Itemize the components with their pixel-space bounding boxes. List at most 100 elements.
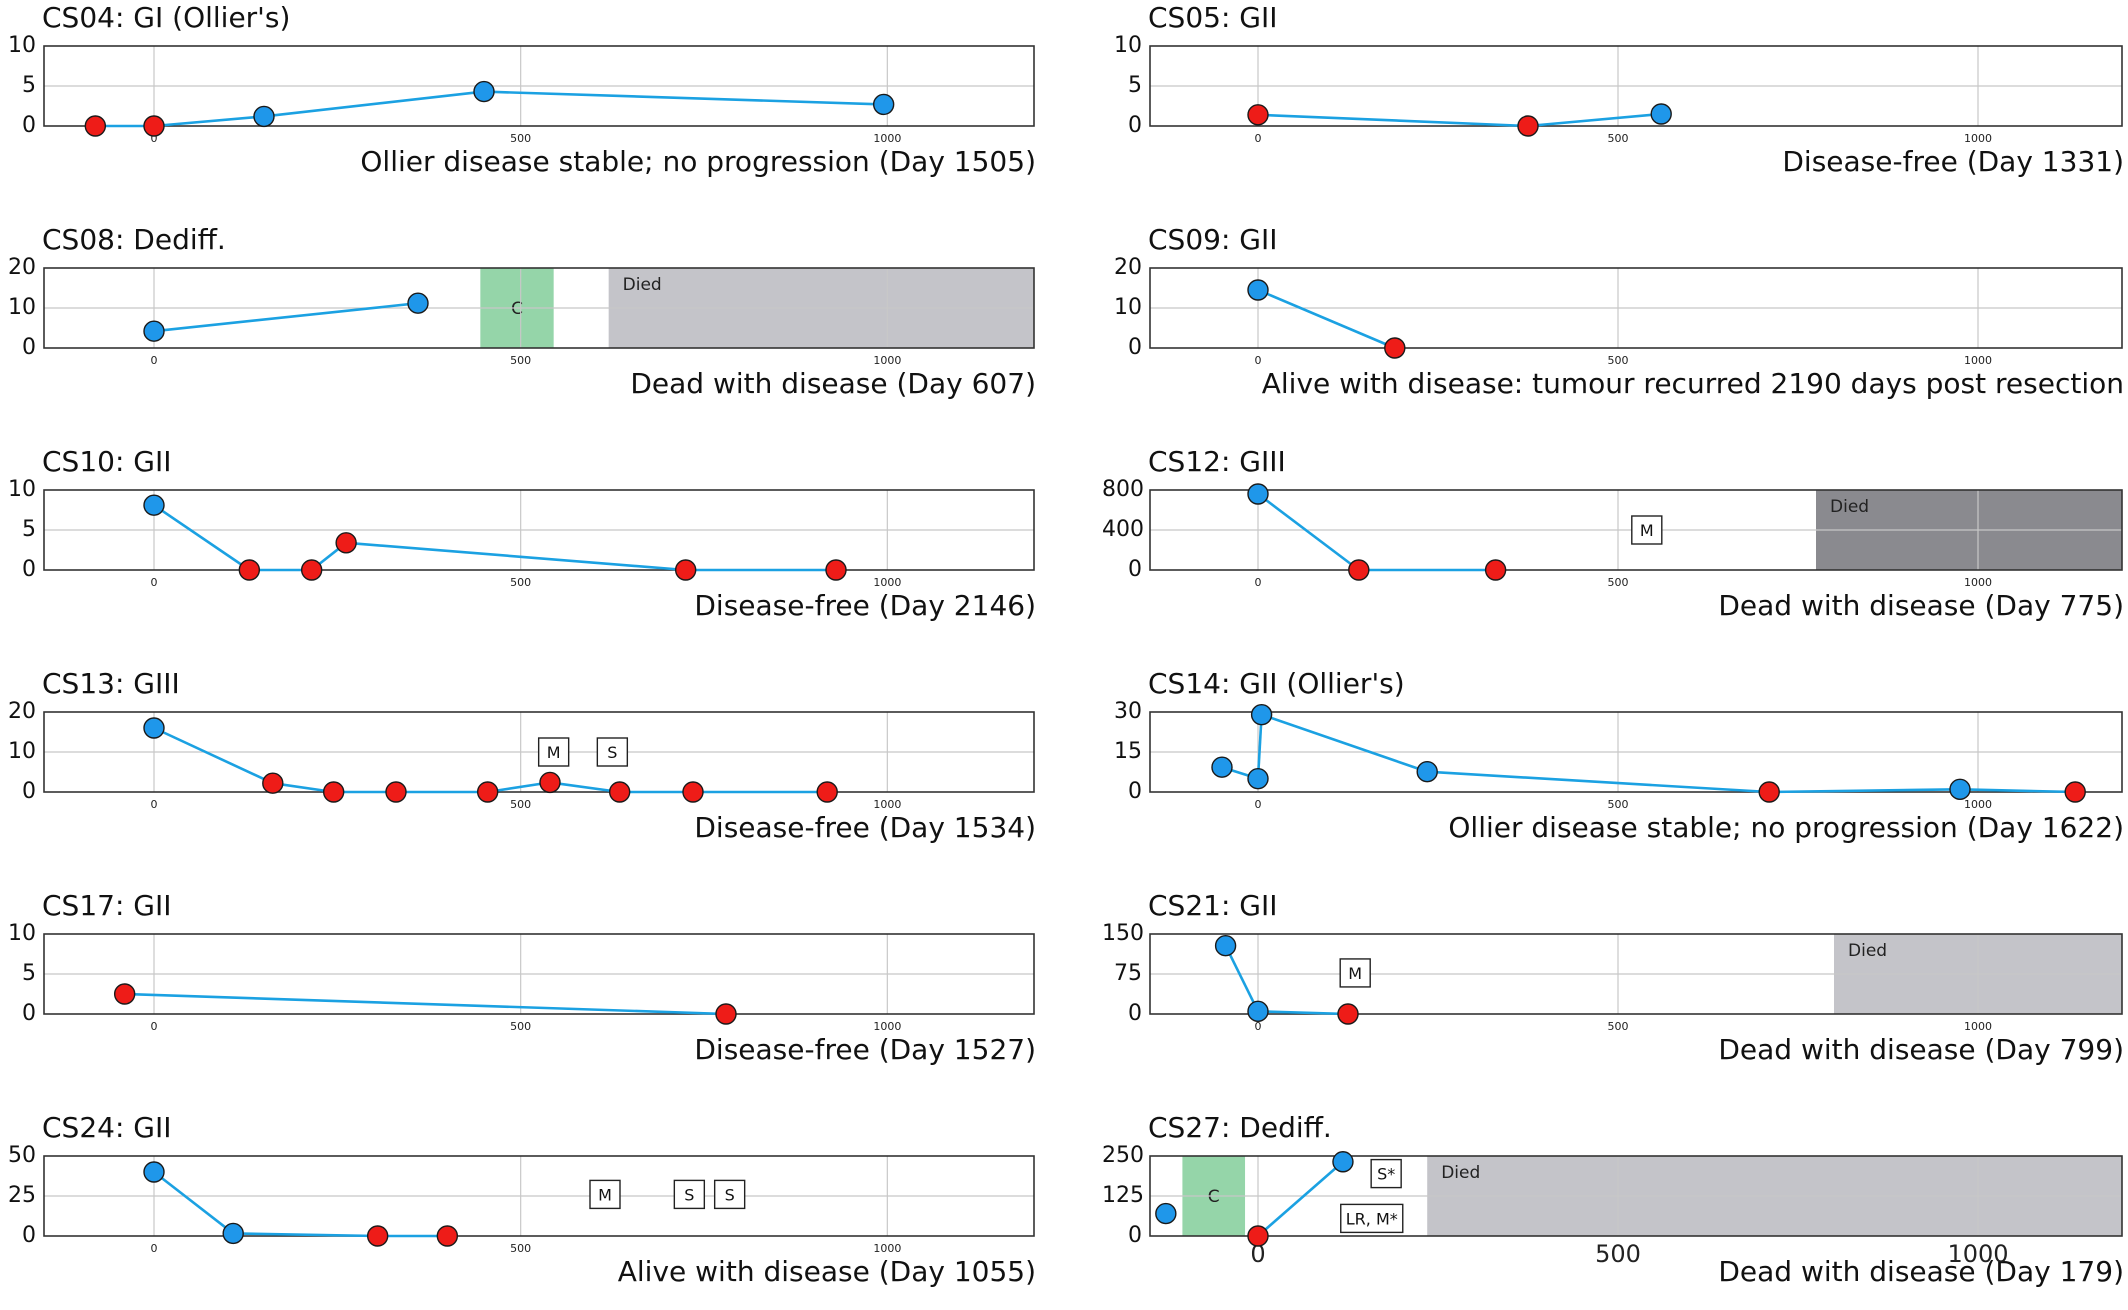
- svg-text:M: M: [598, 1185, 612, 1204]
- data-point-blue: [473, 80, 495, 103]
- data-point-red: [84, 115, 107, 137]
- died-region: [1427, 1156, 2122, 1236]
- y-tick-label: 0: [22, 557, 36, 582]
- y-tick-label: 5: [22, 517, 36, 542]
- series-line: [153, 301, 419, 333]
- axes-frame: [1149, 933, 2123, 1015]
- series-line: [233, 1232, 378, 1238]
- y-tick-label: 0: [1128, 113, 1142, 138]
- data-point-red: [322, 781, 345, 803]
- x-tick-label: 0: [151, 576, 158, 589]
- y-tick-label: 10: [8, 921, 36, 946]
- data-point-red: [1758, 781, 1780, 803]
- data-point-red: [715, 1003, 737, 1025]
- series-line: [153, 115, 265, 128]
- died-label: Died: [1441, 1163, 1480, 1183]
- series-line: [487, 781, 551, 794]
- series-line: [1527, 112, 1662, 128]
- data-point-blue: [1949, 778, 1971, 801]
- y-tick-label: 5: [22, 73, 36, 98]
- chart-title: CS13: GIII: [42, 667, 180, 700]
- svg-text:S: S: [725, 1185, 735, 1204]
- x-tick-label: 0: [151, 1020, 158, 1033]
- data-point-blue: [1155, 1202, 1177, 1225]
- x-tick-label: 500: [510, 576, 531, 589]
- axes-frame: [1149, 489, 2123, 571]
- outcome-label: Disease-free (Day 1527): [694, 1033, 1036, 1066]
- series-line: [1257, 1010, 1349, 1016]
- died-label: Died: [1830, 497, 1869, 517]
- y-tick-label: 0: [22, 1223, 36, 1248]
- chart-title: CS17: GII: [42, 889, 172, 922]
- died-label: Died: [623, 275, 662, 295]
- outcome-label: Dead with disease (Day 775): [1718, 589, 2124, 622]
- outcome-label: Dead with disease (Day 799): [1718, 1033, 2124, 1066]
- svg-text:M: M: [547, 743, 561, 762]
- chemo-region: [1182, 1156, 1246, 1236]
- data-point-blue: [1214, 935, 1237, 957]
- x-tick-label: 500: [1608, 1020, 1629, 1033]
- data-point-red: [476, 781, 499, 803]
- event-marker-box: S: [596, 737, 629, 767]
- y-tick-label: 25: [8, 1183, 36, 1208]
- series-line: [1257, 1160, 1344, 1237]
- x-tick-label: 0: [151, 798, 158, 811]
- axes-frame: [43, 933, 1035, 1015]
- y-tick-label: 125: [1102, 1183, 1144, 1208]
- outcome-label: Ollier disease stable; no progression (D…: [1448, 811, 2124, 844]
- data-point-red: [816, 781, 838, 803]
- data-point-blue: [1250, 703, 1273, 726]
- series-line: [1221, 765, 1259, 780]
- axes-frame: [43, 45, 1035, 127]
- series-line: [153, 504, 251, 572]
- x-tick-label: 500: [510, 1020, 531, 1033]
- event-marker-box: M: [589, 1179, 621, 1210]
- data-point-red: [143, 115, 165, 137]
- data-point-red: [1247, 1225, 1269, 1247]
- series-line: [124, 992, 727, 1016]
- x-tick-label: 1000: [873, 798, 901, 811]
- data-point-red: [113, 983, 136, 1005]
- x-tick-label: 0: [1255, 132, 1262, 145]
- x-tick-label: 500: [510, 132, 531, 145]
- data-point-blue: [407, 292, 429, 314]
- outcome-label: Disease-free (Day 2146): [694, 589, 1036, 622]
- event-marker-box: S*: [1370, 1158, 1402, 1189]
- event-marker-box: M: [1339, 958, 1371, 988]
- event-marker-box: S: [713, 1179, 746, 1210]
- x-tick-label: 500: [510, 798, 531, 811]
- chemo-label: C: [511, 299, 523, 319]
- data-point-red: [385, 781, 407, 803]
- data-point-blue: [1416, 761, 1438, 783]
- x-tick-label: 1000: [873, 1242, 901, 1255]
- chart-title: CS08: Dediff.: [42, 223, 226, 256]
- y-tick-label: 10: [8, 739, 36, 764]
- x-tick-label: 1000: [1964, 798, 1992, 811]
- series-line: [1257, 113, 1529, 128]
- died-region: [1834, 934, 2122, 1014]
- y-tick-label: 0: [1128, 1001, 1142, 1026]
- data-point-blue: [872, 93, 895, 116]
- x-tick-label: 500: [1608, 132, 1629, 145]
- y-tick-label: 10: [8, 477, 36, 502]
- chart-title: CS27: Dediff.: [1148, 1111, 1332, 1144]
- data-point-blue: [143, 494, 165, 516]
- axes-frame: [1149, 267, 2123, 349]
- y-tick-label: 10: [1114, 33, 1142, 58]
- data-point-red: [300, 559, 323, 581]
- outcome-label: Alive with disease: tumour recurred 2190…: [1261, 367, 2124, 400]
- axes-frame: [1149, 711, 2123, 793]
- data-point-red: [682, 781, 704, 803]
- y-tick-label: 0: [1128, 1223, 1142, 1248]
- x-tick-label: 0: [151, 354, 158, 367]
- y-tick-label: 20: [8, 699, 36, 724]
- y-tick-label: 10: [8, 33, 36, 58]
- series-line: [153, 726, 274, 785]
- series-line: [1256, 714, 1263, 779]
- x-tick-label: 1000: [873, 1020, 901, 1033]
